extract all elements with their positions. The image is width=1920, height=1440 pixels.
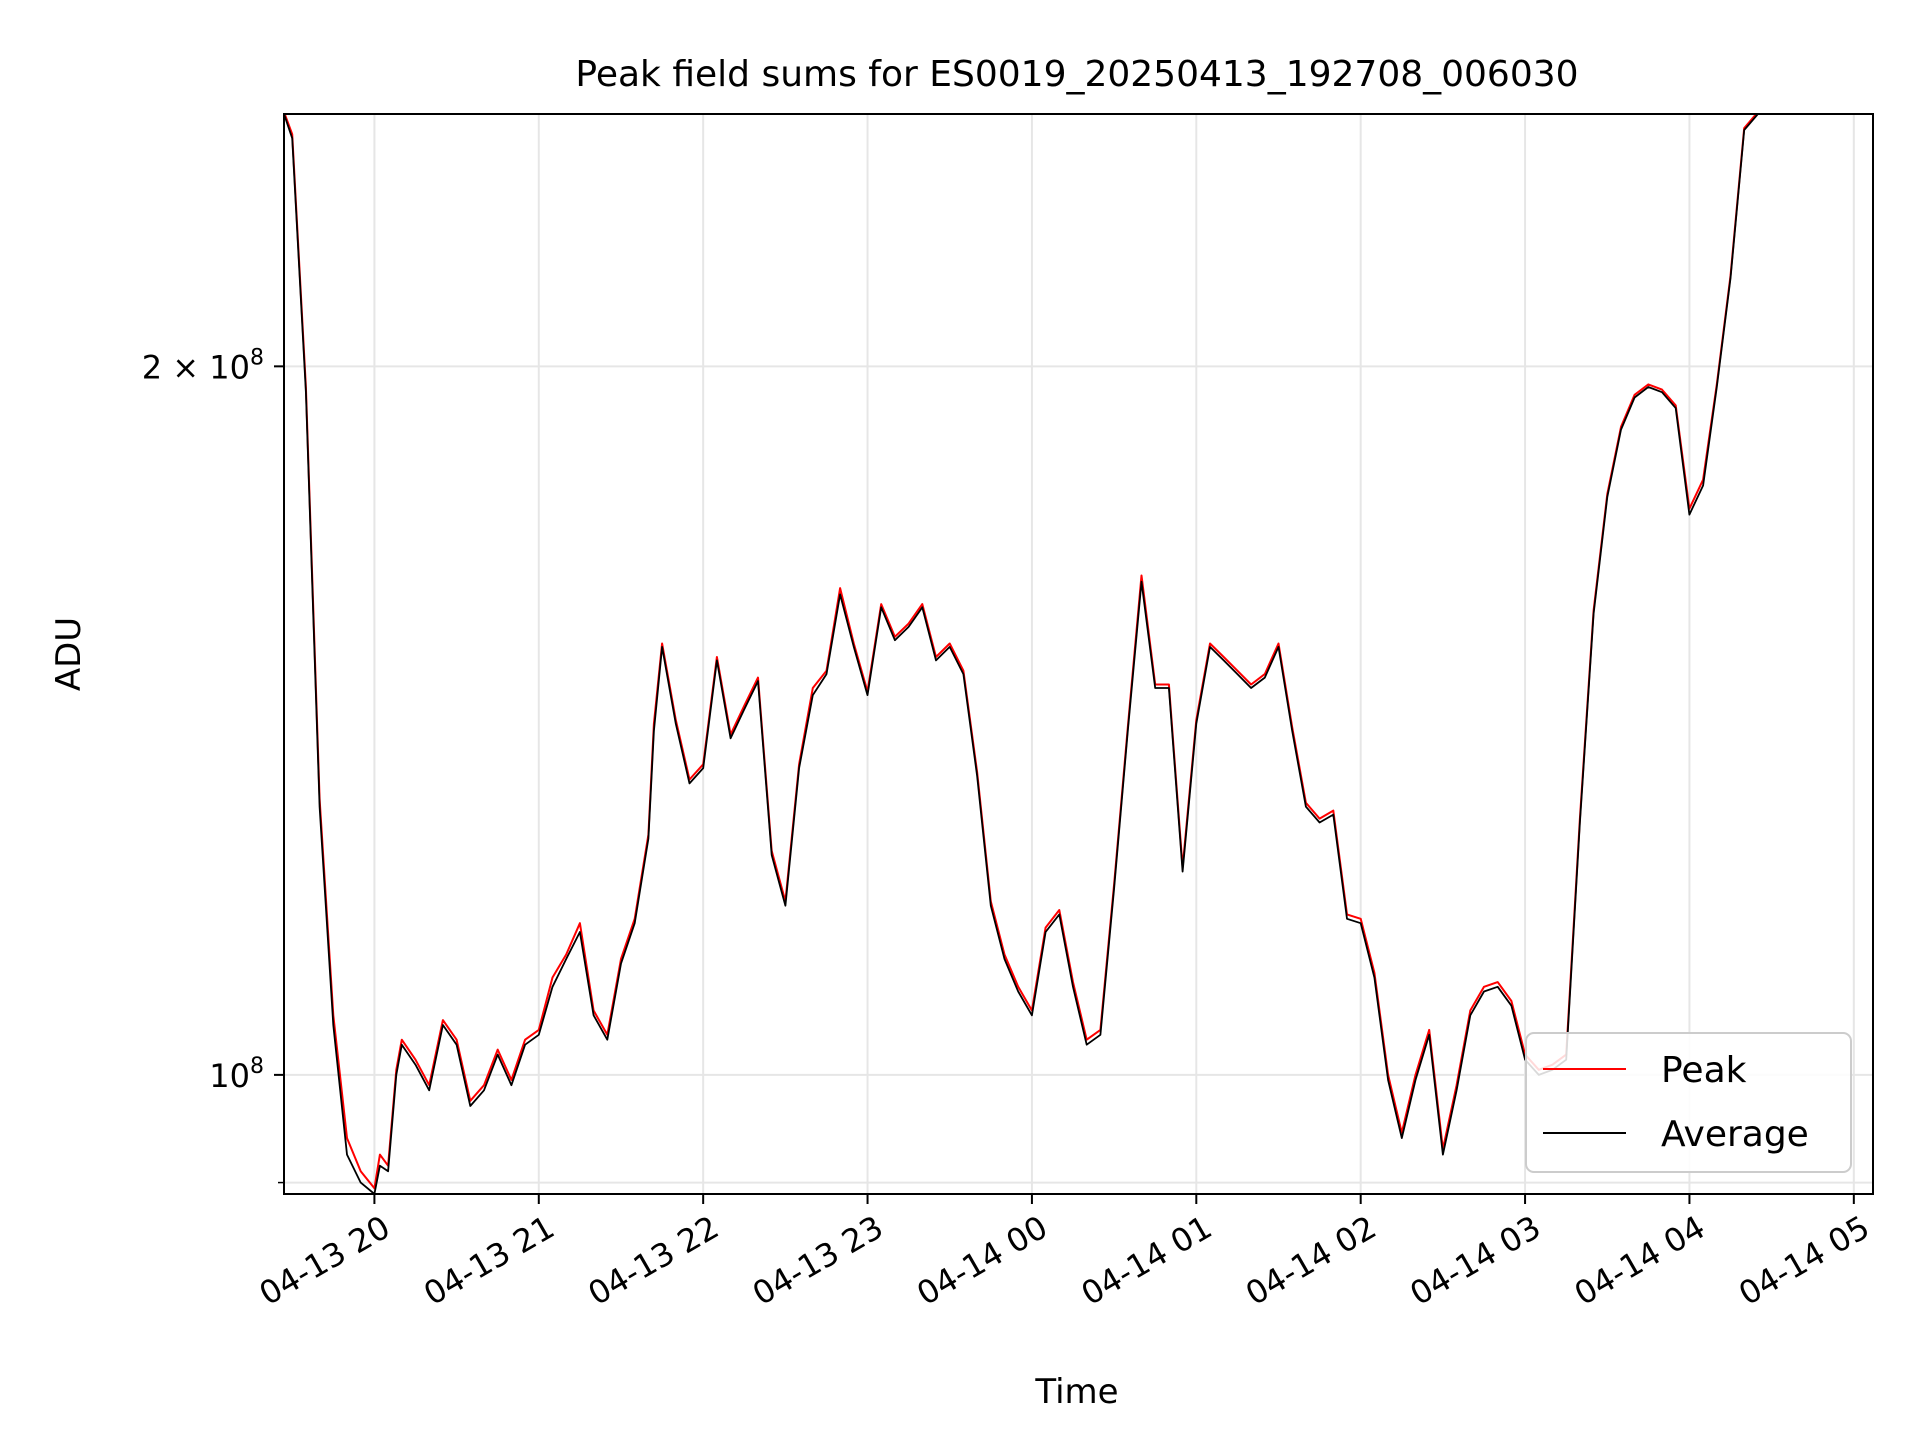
y-tick-label: 108 bbox=[209, 1054, 264, 1095]
plot-area-frame bbox=[283, 113, 1874, 1195]
series-average-line bbox=[284, 114, 1759, 1194]
y-tick-label: 2 × 108 bbox=[142, 345, 264, 386]
grid-lines bbox=[284, 114, 1873, 1194]
legend-average-label: Average bbox=[1661, 1114, 1809, 1155]
legend-box bbox=[1525, 1032, 1852, 1173]
series-peak-line bbox=[284, 114, 1758, 1190]
series-layer bbox=[284, 114, 1759, 1194]
y-axis-label: ADU bbox=[49, 617, 89, 691]
chart-title: Peak field sums for ES0019_20250413_1927… bbox=[575, 54, 1578, 95]
x-axis-label: Time bbox=[1034, 1372, 1118, 1412]
legend: Peak Average bbox=[1525, 1032, 1852, 1173]
legend-peak-label: Peak bbox=[1661, 1050, 1747, 1091]
y-axis-ticks: 108 2 × 108 bbox=[142, 345, 284, 1184]
